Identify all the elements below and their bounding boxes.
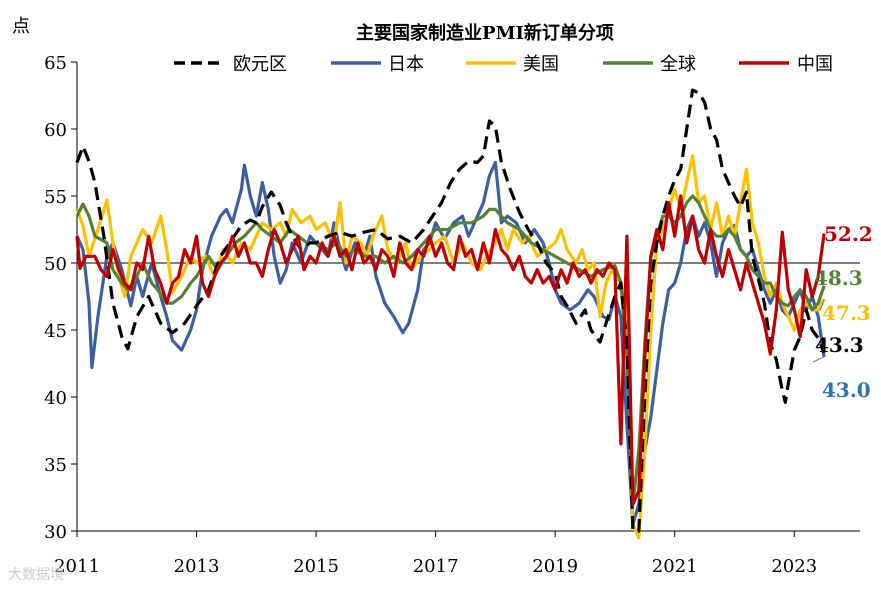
axes: 30 35 40 45 50 55 60 65 2011 2013 2015 2017 2019 2021…	[44, 53, 860, 577]
series-line	[75, 88, 826, 533]
y-tick-label: 65	[44, 53, 67, 74]
y-tick-label: 55	[44, 187, 67, 208]
end-value-label: 43.0	[822, 378, 871, 402]
series-line	[75, 194, 826, 506]
watermark: 大数据境	[8, 567, 64, 583]
y-tick-label: 60	[44, 120, 67, 141]
y-tick-label: 50	[44, 254, 67, 275]
legend-label: 欧元区	[233, 54, 287, 75]
label-leader-line	[819, 299, 825, 312]
chart-title: 主要国家制造业PMI新订单分项	[356, 22, 614, 44]
legend-label: 日本	[388, 54, 424, 75]
end-value-label: 43.3	[815, 333, 864, 357]
x-tick-label: 2011	[54, 556, 100, 577]
end-value-label: 48.3	[814, 266, 863, 290]
y-tick-label: 30	[44, 522, 67, 543]
x-tick-label: 2019	[532, 556, 578, 577]
label-leader-line	[812, 356, 825, 363]
x-tick-label: 2021	[652, 556, 698, 577]
legend: 欧元区 日本 美国 全球 中国	[174, 54, 833, 75]
legend-label: 中国	[797, 54, 833, 75]
y-tick-label: 35	[44, 455, 67, 476]
x-tick-label: 2015	[293, 556, 339, 577]
end-value-label: 52.2	[824, 222, 873, 246]
series-group	[75, 88, 826, 540]
x-tick-label: 2013	[174, 556, 220, 577]
end-value-labels: 52.2 48.3 47.3 43.3 43.0	[812, 222, 873, 402]
legend-label: 美国	[523, 54, 559, 75]
y-tick-label: 40	[44, 388, 67, 409]
y-tick-label: 45	[44, 321, 67, 342]
series-line	[75, 154, 826, 540]
x-tick-label: 2017	[413, 556, 459, 577]
end-value-label: 47.3	[822, 301, 871, 325]
x-tick-label: 2023	[771, 556, 817, 577]
y-axis-unit-label: 点	[12, 16, 30, 37]
series-line	[75, 194, 826, 506]
legend-label: 全球	[660, 54, 696, 75]
